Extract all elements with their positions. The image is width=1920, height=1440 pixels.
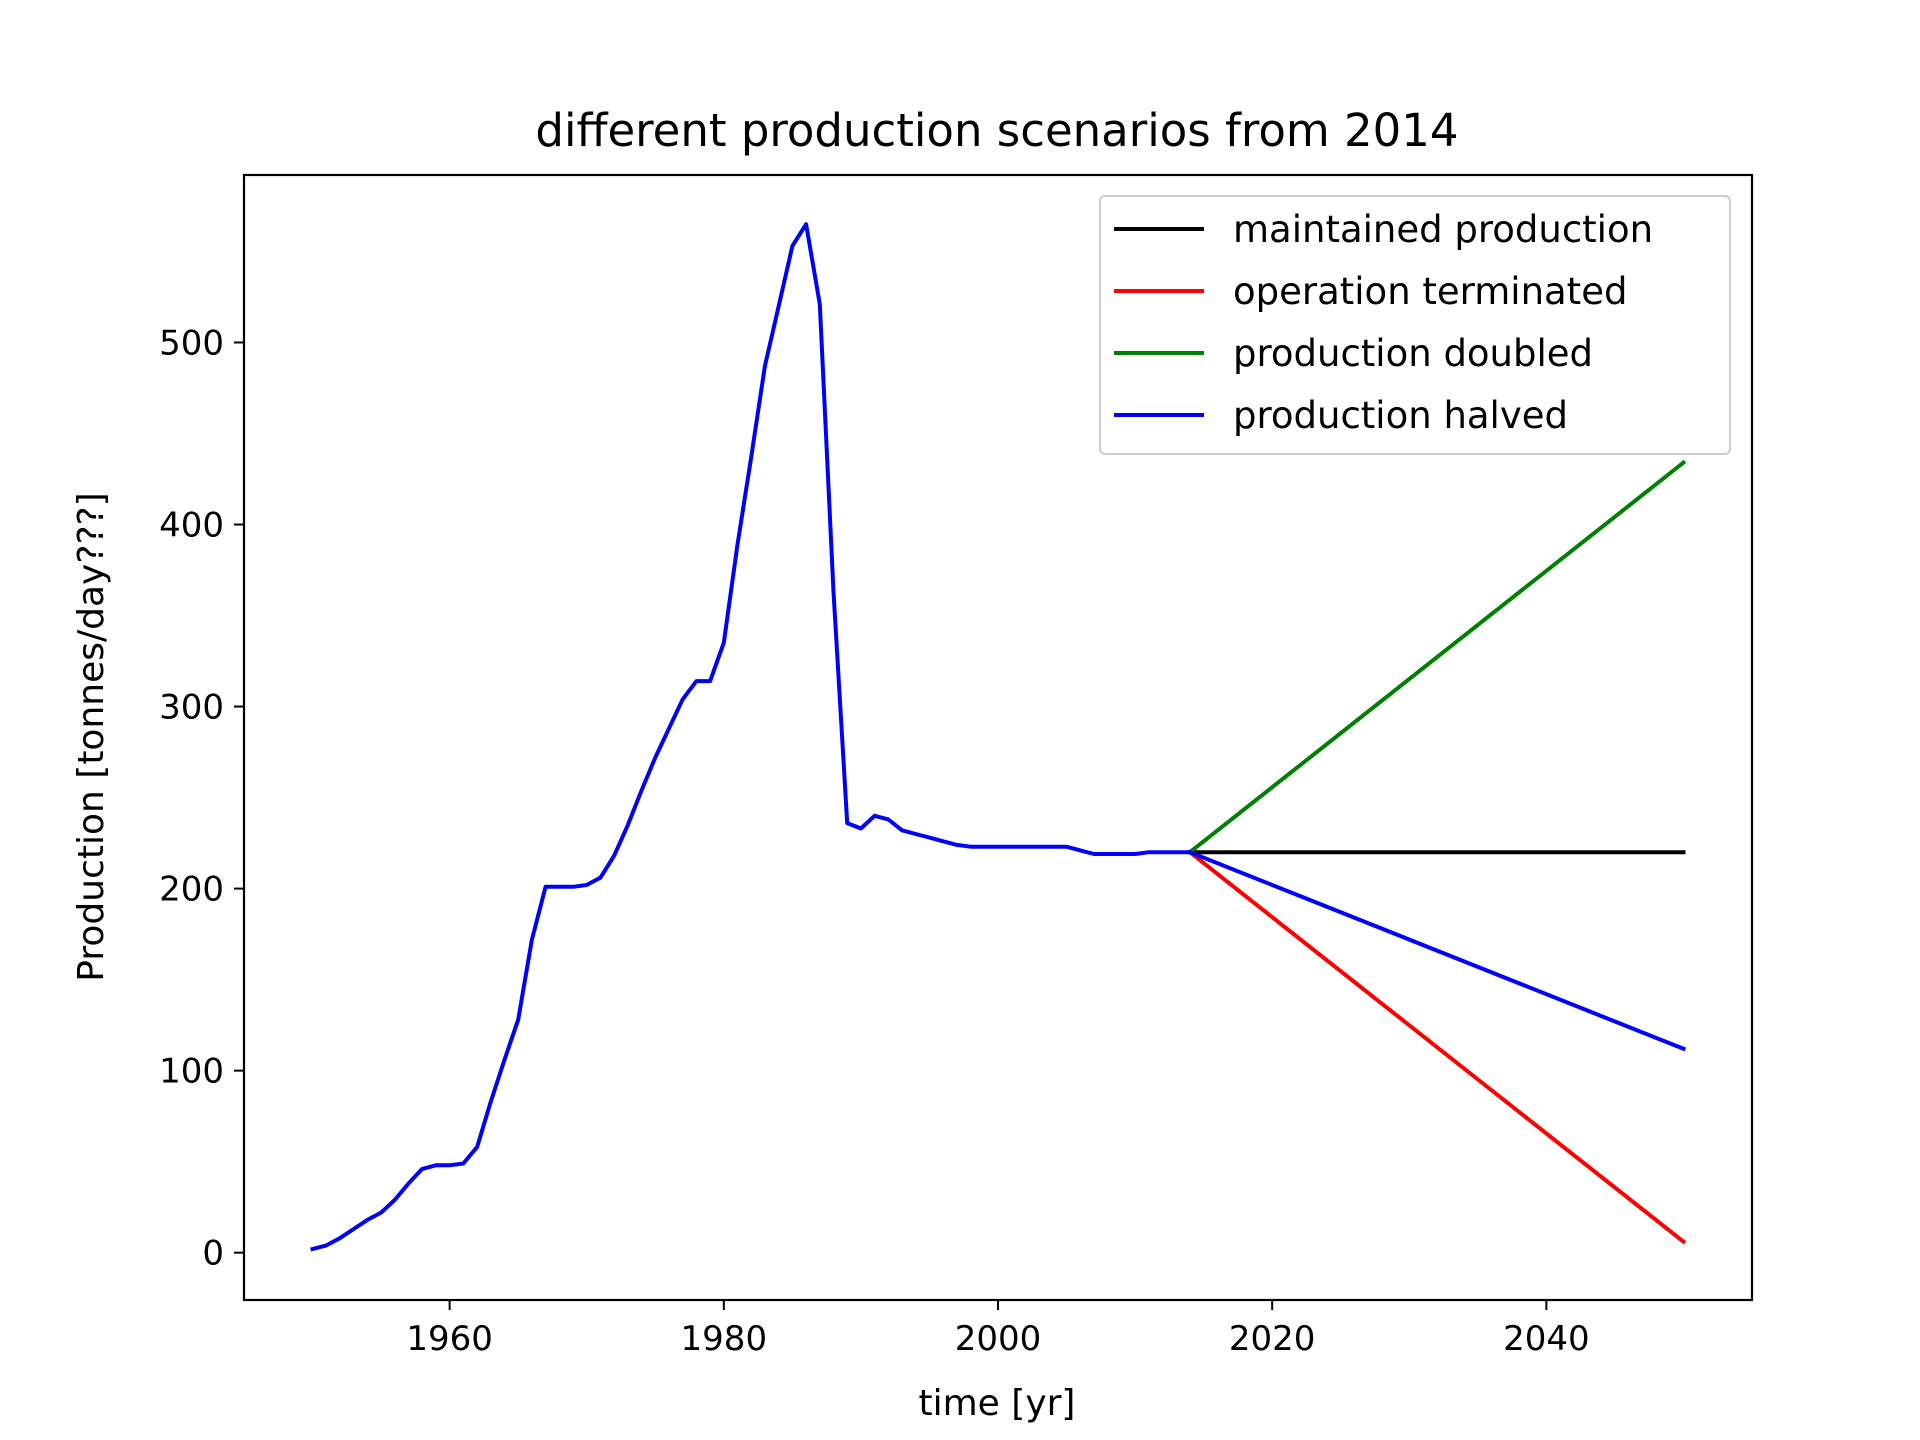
- legend-label: production halved: [1233, 394, 1568, 437]
- series-line-operation-terminated: [1187, 849, 1687, 1245]
- legend-label: maintained production: [1233, 208, 1653, 251]
- series-line-history: [310, 222, 1192, 1252]
- x-tick-label: 2000: [955, 1319, 1042, 1359]
- y-tick-label: 100: [159, 1052, 224, 1092]
- x-tick-label: 2020: [1229, 1319, 1316, 1359]
- legend-label: production doubled: [1233, 332, 1593, 375]
- y-axis: 0 100 200 300 400 500: [159, 323, 244, 1274]
- chart-title: different production scenarios from 2014: [535, 104, 1458, 157]
- x-axis-label: time [yr]: [919, 1383, 1076, 1424]
- series-line-production-halved: [1187, 849, 1687, 1052]
- plot-lines: [310, 222, 1687, 1252]
- y-tick-label: 0: [202, 1234, 224, 1274]
- y-tick-label: 300: [159, 688, 224, 728]
- y-axis-label: Production [tonnes/day???]: [71, 492, 112, 981]
- legend-box: [1099, 195, 1731, 455]
- y-tick-label: 400: [159, 506, 224, 546]
- series-line-production-doubled: [1187, 459, 1687, 856]
- y-tick-label: 200: [159, 870, 224, 910]
- legend-label: operation terminated: [1233, 270, 1627, 313]
- x-tick-label: 1980: [681, 1319, 768, 1359]
- x-tick-label: 1960: [406, 1319, 493, 1359]
- x-axis: 1960 1980 2000 2020 2040: [406, 1300, 1590, 1359]
- x-tick-label: 2040: [1503, 1319, 1590, 1359]
- legend: maintained production operation terminate…: [1099, 195, 1731, 455]
- y-tick-label: 500: [159, 323, 224, 363]
